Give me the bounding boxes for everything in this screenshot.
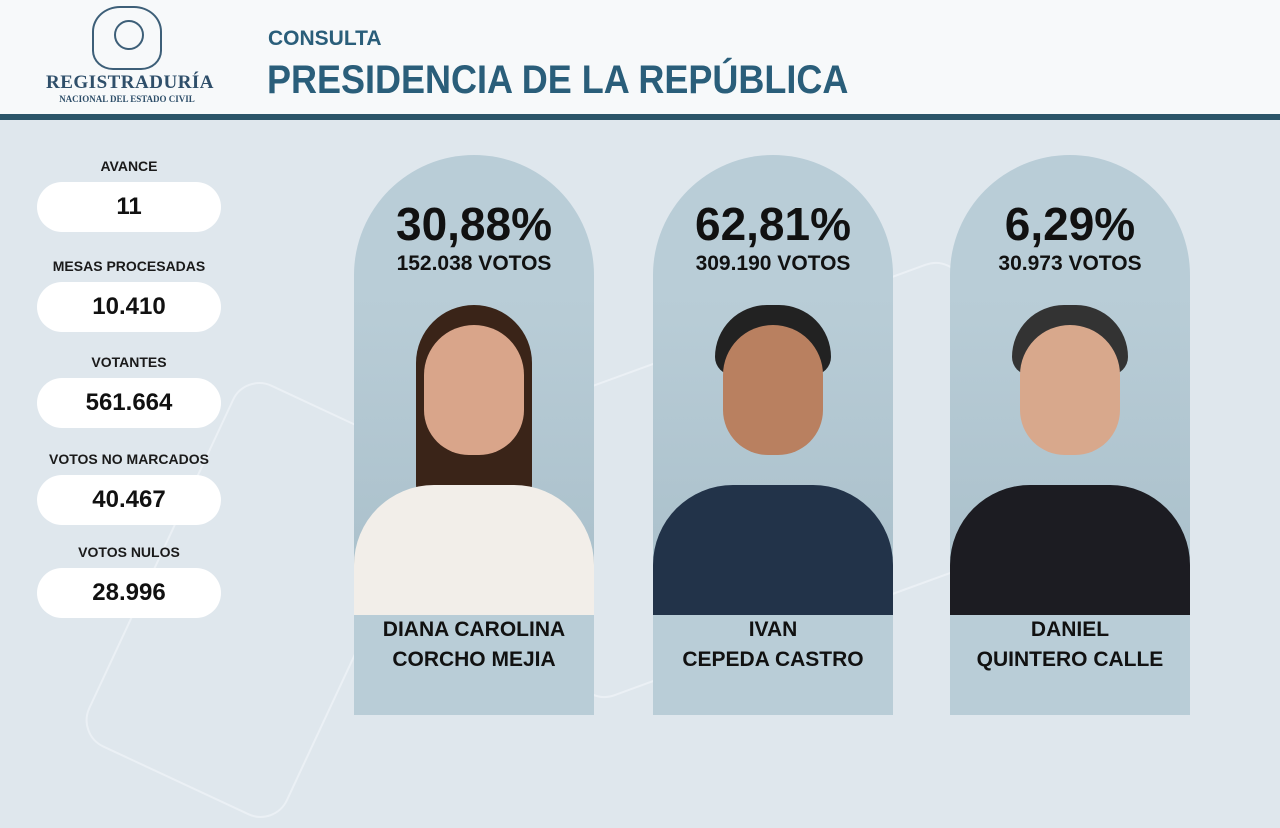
candidate-card-cepeda: 62,81% 309.190 VOTOS IVAN CEPEDA CASTRO <box>653 155 893 715</box>
name-line2: CEPEDA CASTRO <box>682 648 864 671</box>
candidate-photo <box>653 295 893 615</box>
stat-value: 11 <box>37 182 221 232</box>
name-line1: DANIEL <box>1030 618 1110 641</box>
logo-line1: REGISTRADURÍA <box>46 72 215 93</box>
name-line2: QUINTERO CALLE <box>976 648 1164 671</box>
stat-label: VOTOS NO MARCADOS <box>49 451 209 467</box>
stat-mesas-procesadas: MESAS PROCESADAS 10.410 <box>37 258 221 332</box>
logo-line2: NACIONAL DEL ESTADO CIVIL <box>59 94 195 104</box>
candidate-card-quintero: 6,29% 30.973 VOTOS DANIEL QUINTERO CALLE <box>950 155 1190 715</box>
stat-label: MESAS PROCESADAS <box>52 258 206 274</box>
candidate-name: DANIEL QUINTERO CALLE <box>950 615 1190 675</box>
candidate-percent: 6,29% <box>1004 198 1136 250</box>
candidate-card-corcho: 30,88% 152.038 VOTOS DIANA CAROLINA CORCH… <box>354 155 594 715</box>
candidate-photo <box>950 295 1190 615</box>
stat-value: 10.410 <box>37 282 221 332</box>
stat-label: VOTOS NULOS <box>78 544 180 560</box>
stat-votos-nulos: VOTOS NULOS 28.996 <box>37 544 221 618</box>
stat-votantes: VOTANTES 561.664 <box>37 354 221 428</box>
stat-avance: AVANCE 11 <box>37 158 221 232</box>
page-subtitle: CONSULTA <box>268 27 382 50</box>
candidate-photo <box>354 295 594 615</box>
stat-label: VOTANTES <box>91 354 167 370</box>
name-line1: DIANA CAROLINA <box>382 618 566 641</box>
candidate-votes: 152.038 VOTOS <box>396 252 552 275</box>
candidate-votes: 309.190 VOTOS <box>695 252 851 275</box>
name-line1: IVAN <box>748 618 798 641</box>
stat-value: 28.996 <box>37 568 221 618</box>
coat-of-arms-icon <box>92 6 162 70</box>
candidate-percent: 30,88% <box>395 198 552 250</box>
registraduria-logo: REGISTRADURÍA NACIONAL DEL ESTADO CIVIL <box>46 6 215 104</box>
page-title: PRESIDENCIA DE LA REPÚBLICA <box>267 58 849 102</box>
candidate-name: IVAN CEPEDA CASTRO <box>653 615 893 675</box>
header: REGISTRADURÍA NACIONAL DEL ESTADO CIVIL … <box>0 0 1280 120</box>
stat-votos-no-marcados: VOTOS NO MARCADOS 40.467 <box>37 451 221 525</box>
candidate-percent: 62,81% <box>694 198 851 250</box>
stat-label: AVANCE <box>100 158 158 174</box>
stat-value: 40.467 <box>37 475 221 525</box>
candidate-name: DIANA CAROLINA CORCHO MEJIA <box>354 615 594 675</box>
stat-value: 561.664 <box>37 378 221 428</box>
candidate-votes: 30.973 VOTOS <box>998 252 1142 275</box>
name-line2: CORCHO MEJIA <box>392 648 556 671</box>
